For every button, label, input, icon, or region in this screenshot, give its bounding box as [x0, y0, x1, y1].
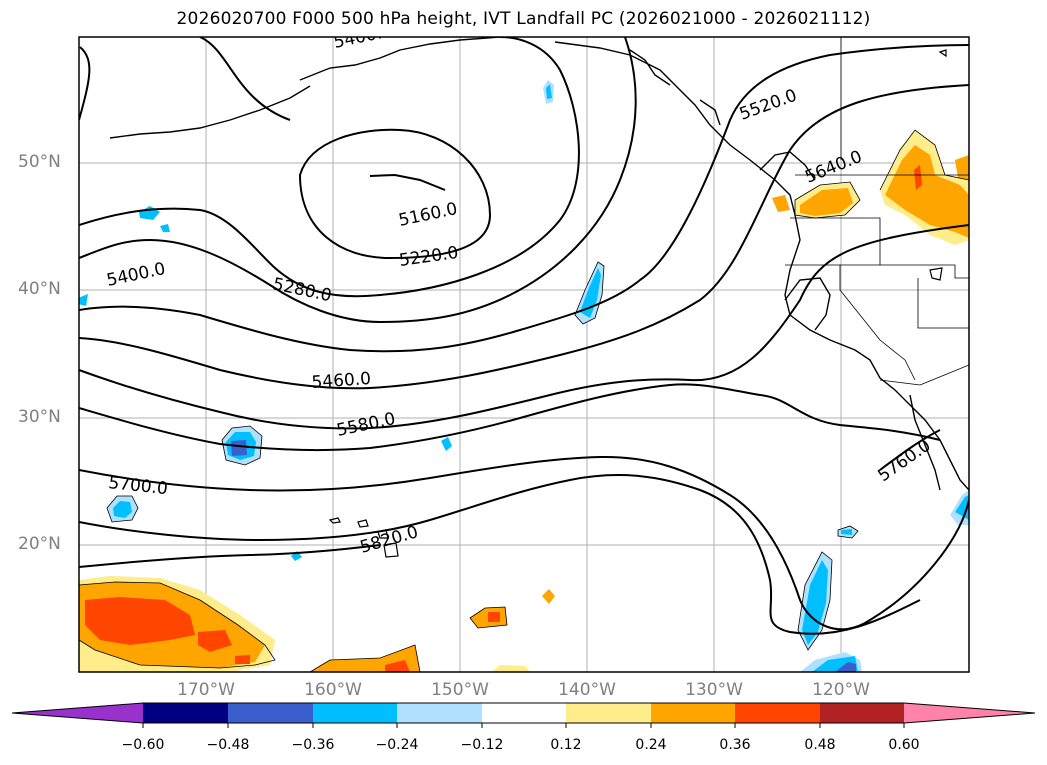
colorbar-segment: [651, 703, 735, 723]
colorbar-segment: [228, 703, 313, 723]
colorbar-segment: [313, 703, 397, 723]
colorbar: [11, 702, 1036, 728]
contour-label: 5640.0: [802, 147, 865, 188]
colorbar-tick-label: 0.36: [719, 737, 751, 753]
colorbar-tick-label: −0.36: [291, 737, 335, 753]
contour-label: 5460.0: [311, 369, 372, 393]
colorbar-tick-label: −0.48: [206, 737, 250, 753]
colorbar-segment: [566, 703, 651, 723]
colorbar-tick-label: 0.60: [888, 737, 920, 753]
contour-label: 5280.0: [271, 274, 333, 306]
colorbar-tick-label: −0.24: [375, 737, 419, 753]
contour-label: 5760.0: [874, 436, 934, 487]
contour-label: 5160.0: [397, 199, 459, 231]
lat-label: 50°N: [18, 152, 61, 172]
colorbar-segment: [482, 703, 566, 723]
contour-label: 5220.0: [398, 243, 460, 271]
contour-label: 5580.0: [335, 409, 397, 441]
height-contours: [79, 37, 969, 635]
colorbar-segment: [397, 703, 482, 723]
contour-label: 5820.0: [358, 522, 421, 558]
lon-label: 150°W: [431, 680, 489, 700]
colorbar-segment: [735, 703, 820, 723]
ivt-positive-shading: [79, 130, 969, 672]
colorbar-tick-label: −0.12: [460, 737, 504, 753]
contour-label: 5520.0: [737, 86, 800, 125]
colorbar-segment: [820, 703, 904, 723]
colorbar-segment: [143, 703, 228, 723]
map-title: 2026020700 F000 500 hPa height, IVT Land…: [176, 9, 871, 29]
colorbar-tick-label: 0.24: [635, 737, 667, 753]
map-border: [78, 36, 970, 673]
colorbar-tick-label: 0.12: [550, 737, 582, 753]
colorbar-tick-label: 0.48: [804, 737, 836, 753]
contour-label: 5700.0: [107, 473, 168, 499]
lon-label: 130°W: [685, 680, 743, 700]
colorbar-tick-label: −0.60: [121, 737, 165, 753]
lat-label: 40°N: [18, 279, 61, 299]
gridlines: [79, 37, 969, 672]
lon-label: 170°W: [177, 680, 235, 700]
colorbar-right-arrow: [904, 703, 1035, 723]
lon-label: 160°W: [304, 680, 362, 700]
coastlines: [109, 37, 969, 491]
lon-label: 140°W: [558, 680, 616, 700]
colorbar-left-arrow: [12, 703, 143, 723]
lon-label: 120°W: [812, 680, 870, 700]
lat-label: 20°N: [18, 534, 61, 554]
shading-outlines: [79, 129, 969, 672]
lat-label: 30°N: [18, 407, 61, 427]
boundaries: [785, 37, 969, 386]
islands: [328, 49, 947, 558]
contour-label: 5400.0: [105, 259, 167, 291]
